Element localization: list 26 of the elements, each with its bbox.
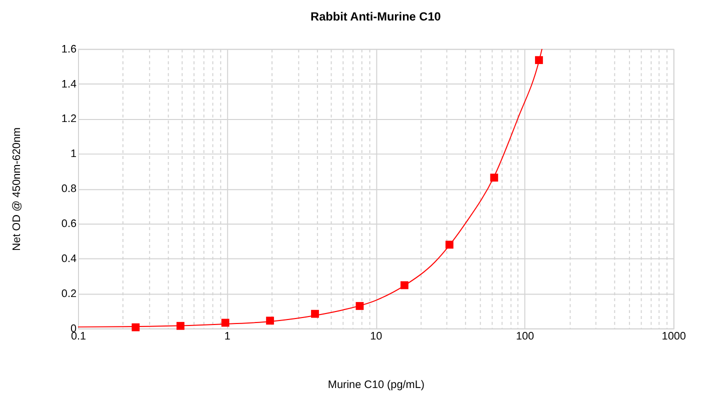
point — [221, 318, 230, 327]
x-tick-label: 1 — [224, 330, 230, 343]
point — [446, 240, 454, 249]
point — [535, 56, 543, 64]
y-tick-label: 0.4 — [61, 252, 77, 265]
y-tick-label: 0.8 — [61, 183, 77, 196]
y-tick-label: 0.2 — [61, 288, 77, 300]
y-tick-label: 1.2 — [61, 113, 77, 126]
y-axis-title: Net OD @ 450nm-620nm — [10, 127, 23, 251]
point — [400, 281, 408, 290]
y-tick-label: 1.6 — [61, 43, 77, 56]
point — [266, 316, 274, 325]
point — [132, 323, 140, 332]
y-tick-label: 1 — [70, 148, 77, 160]
point — [490, 174, 498, 182]
x-tick-label: 1000 — [662, 330, 686, 343]
point — [356, 302, 364, 310]
point — [311, 310, 319, 318]
chart-title: Rabbit Anti-Murine C10 — [310, 9, 442, 24]
y-tick-label: 0.6 — [61, 218, 77, 230]
point — [176, 322, 184, 330]
x-axis-title: Murine C10 (pg/mL) — [328, 379, 424, 392]
x-tick-label: 10 — [370, 330, 382, 343]
x-tick-label: 0.1 — [70, 330, 86, 343]
y-tick-label: 1.4 — [61, 78, 77, 90]
x-tick-label: 100 — [516, 330, 534, 343]
